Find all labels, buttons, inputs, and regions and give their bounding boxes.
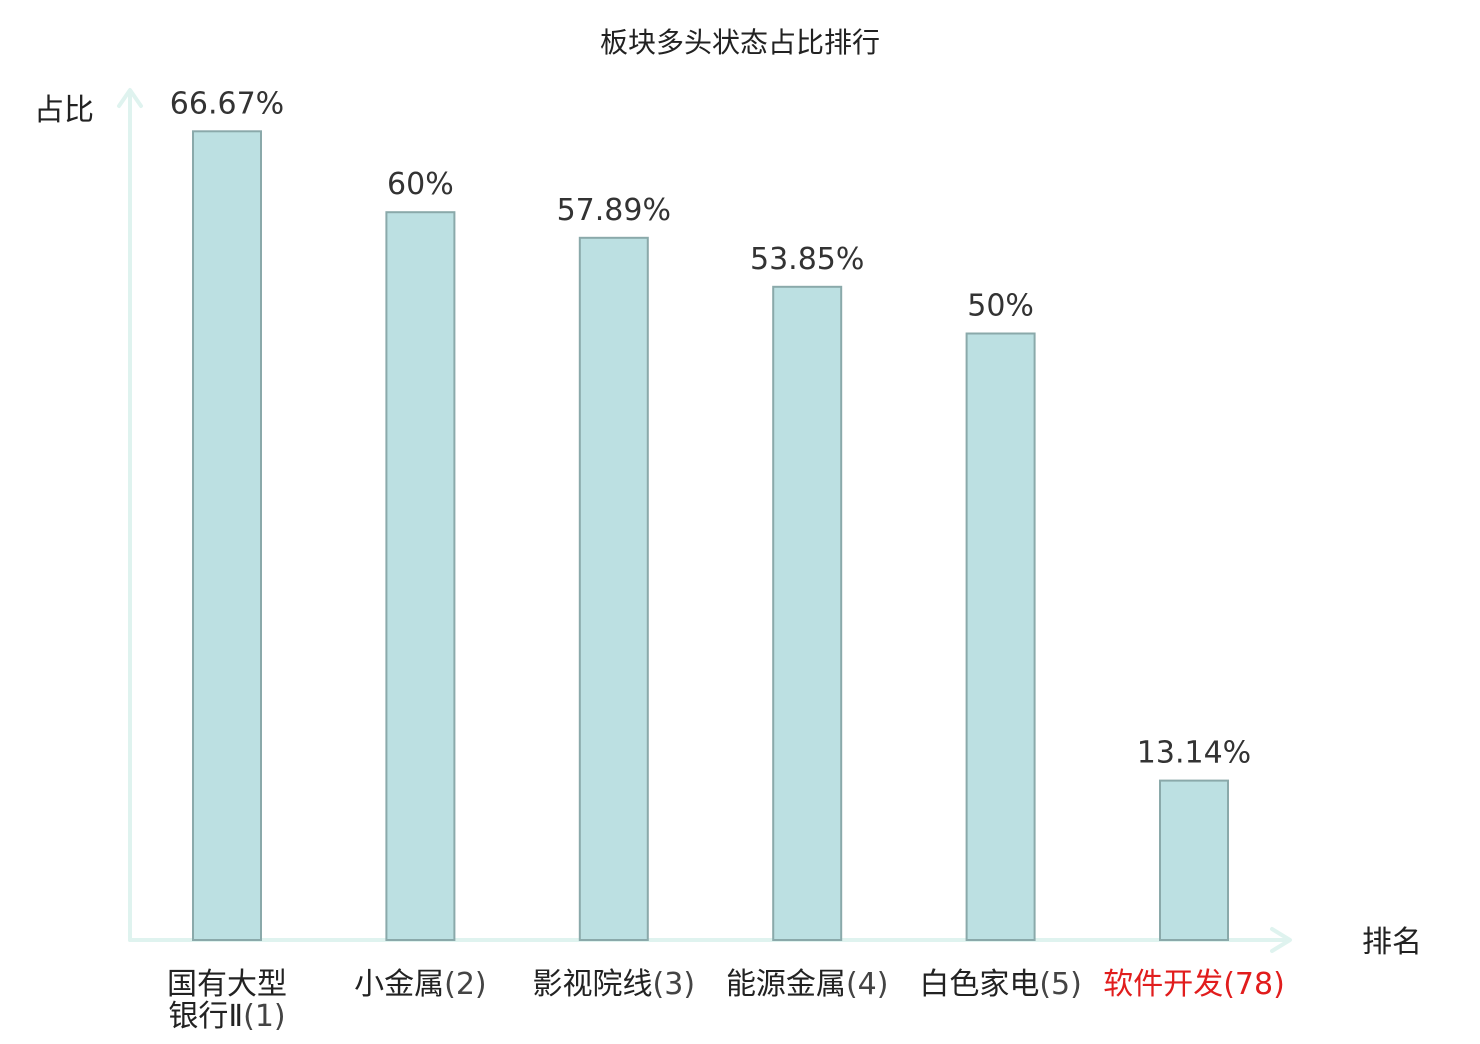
bar-1[interactable] — [192, 130, 262, 942]
x-axis-label: 排名 — [1362, 925, 1422, 960]
bar-3[interactable] — [578, 236, 649, 942]
value-labels-group: 66.67% 60% 57.89% 53.85% 50% 13.14% — [170, 86, 1251, 770]
category-label-6: 软件开发(78) — [1103, 967, 1285, 1002]
x-axis-arrow — [1270, 927, 1292, 953]
bar-2[interactable] — [385, 211, 456, 941]
category-label-5: 白色家电(5) — [919, 967, 1082, 1002]
value-label-4: 53.85% — [750, 242, 864, 277]
value-label-5: 50% — [967, 289, 1034, 324]
category-label-3: 影视院线(3) — [533, 967, 696, 1002]
category-label-1-line2: 银行Ⅱ(1) — [168, 999, 285, 1034]
y-axis-label: 占比 — [34, 93, 94, 128]
value-label-1: 66.67% — [170, 86, 284, 121]
category-label-1: 国有大型 — [167, 967, 287, 1002]
value-label-2: 60% — [387, 167, 454, 202]
bar-4[interactable] — [772, 285, 843, 941]
y-axis-arrow — [117, 88, 143, 108]
bars-group — [192, 130, 1229, 942]
value-label-6: 13.14% — [1137, 736, 1251, 771]
bar-6[interactable] — [1159, 779, 1229, 941]
category-label-4: 能源金属(4) — [726, 967, 889, 1002]
value-label-3: 57.89% — [557, 193, 671, 228]
category-label-2: 小金属(2) — [354, 967, 487, 1002]
chart-title: 板块多头状态占比排行 — [600, 26, 880, 59]
bar-5[interactable] — [965, 332, 1036, 941]
axes — [117, 88, 1292, 953]
